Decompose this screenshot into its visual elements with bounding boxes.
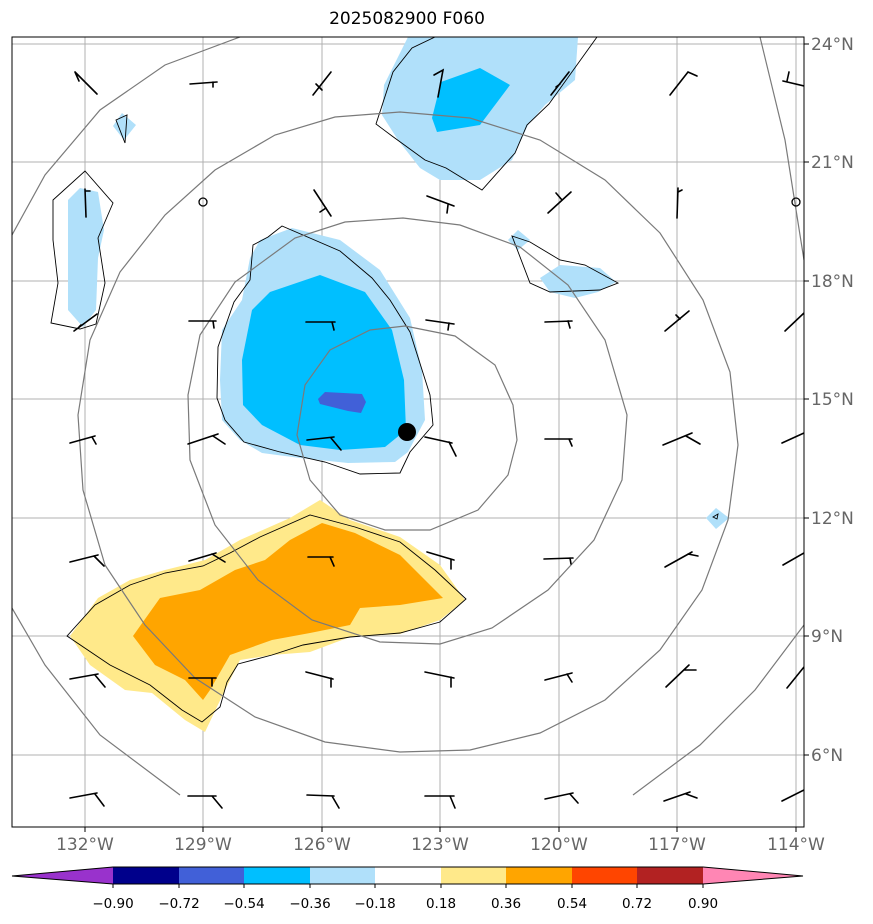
lon-label: 123°W xyxy=(411,835,469,855)
colorbar-label: 0.90 xyxy=(688,896,718,912)
axis-ticks xyxy=(84,43,809,832)
colorbar-label: 0.36 xyxy=(491,896,521,912)
lat-label: 21°N xyxy=(811,153,854,173)
colorbar-segment xyxy=(179,867,244,884)
negative-anomaly-light xyxy=(68,37,729,529)
map-frame xyxy=(11,36,805,828)
lon-label: 117°W xyxy=(648,835,706,855)
map-title: 2025082900 F060 xyxy=(329,9,485,29)
calm-wind-marker xyxy=(198,197,208,207)
lon-label: 126°W xyxy=(293,835,351,855)
colorbar-label: −0.72 xyxy=(158,896,199,912)
colorbar-extend-high xyxy=(703,867,803,884)
colorbar-label: −0.90 xyxy=(92,896,133,912)
colorbar-label: 0.18 xyxy=(426,896,456,912)
colorbar: −0.90 −0.72 −0.54 −0.36 −0.18 0.18 0.36 … xyxy=(11,866,804,912)
lat-label: 12°N xyxy=(811,509,854,529)
positive-anomaly-medium xyxy=(133,523,443,700)
lon-label: 129°W xyxy=(174,835,232,855)
map-area xyxy=(12,37,804,827)
lat-label: 24°N xyxy=(811,35,854,55)
colorbar-label: −0.18 xyxy=(354,896,395,912)
colorbar-segment xyxy=(572,867,637,884)
lat-label: 18°N xyxy=(811,272,854,292)
colorbar-segment xyxy=(375,867,441,884)
calm-wind-marker xyxy=(791,197,801,207)
colorbar-segment xyxy=(441,867,506,884)
anomaly-contours xyxy=(50,37,719,723)
latitude-labels: 24°N 21°N 18°N 15°N 12°N 9°N 6°N xyxy=(811,35,854,766)
lat-label: 15°N xyxy=(811,390,854,410)
lon-label: 114°W xyxy=(767,835,825,855)
negative-anomaly-strong xyxy=(318,392,366,413)
colorbar-segment xyxy=(113,867,179,884)
storm-center-marker xyxy=(398,423,416,441)
lon-label: 120°W xyxy=(530,835,588,855)
colorbar-segment xyxy=(244,867,310,884)
range-rings xyxy=(12,37,804,796)
colorbar-label: −0.54 xyxy=(223,896,264,912)
lat-label: 9°N xyxy=(811,627,843,647)
wind-barbs xyxy=(69,68,804,809)
colorbar-segment xyxy=(506,867,572,884)
colorbar-segment xyxy=(637,867,703,884)
colorbar-segment xyxy=(310,867,375,884)
lat-label: 6°N xyxy=(811,746,843,766)
colorbar-extend-low xyxy=(12,867,113,884)
colorbar-label: 0.72 xyxy=(622,896,652,912)
lon-label: 132°W xyxy=(56,835,114,855)
colorbar-label: −0.36 xyxy=(289,896,330,912)
longitude-labels: 132°W 129°W 126°W 123°W 120°W 117°W 114°… xyxy=(56,835,825,855)
colorbar-label: 0.54 xyxy=(557,896,587,912)
